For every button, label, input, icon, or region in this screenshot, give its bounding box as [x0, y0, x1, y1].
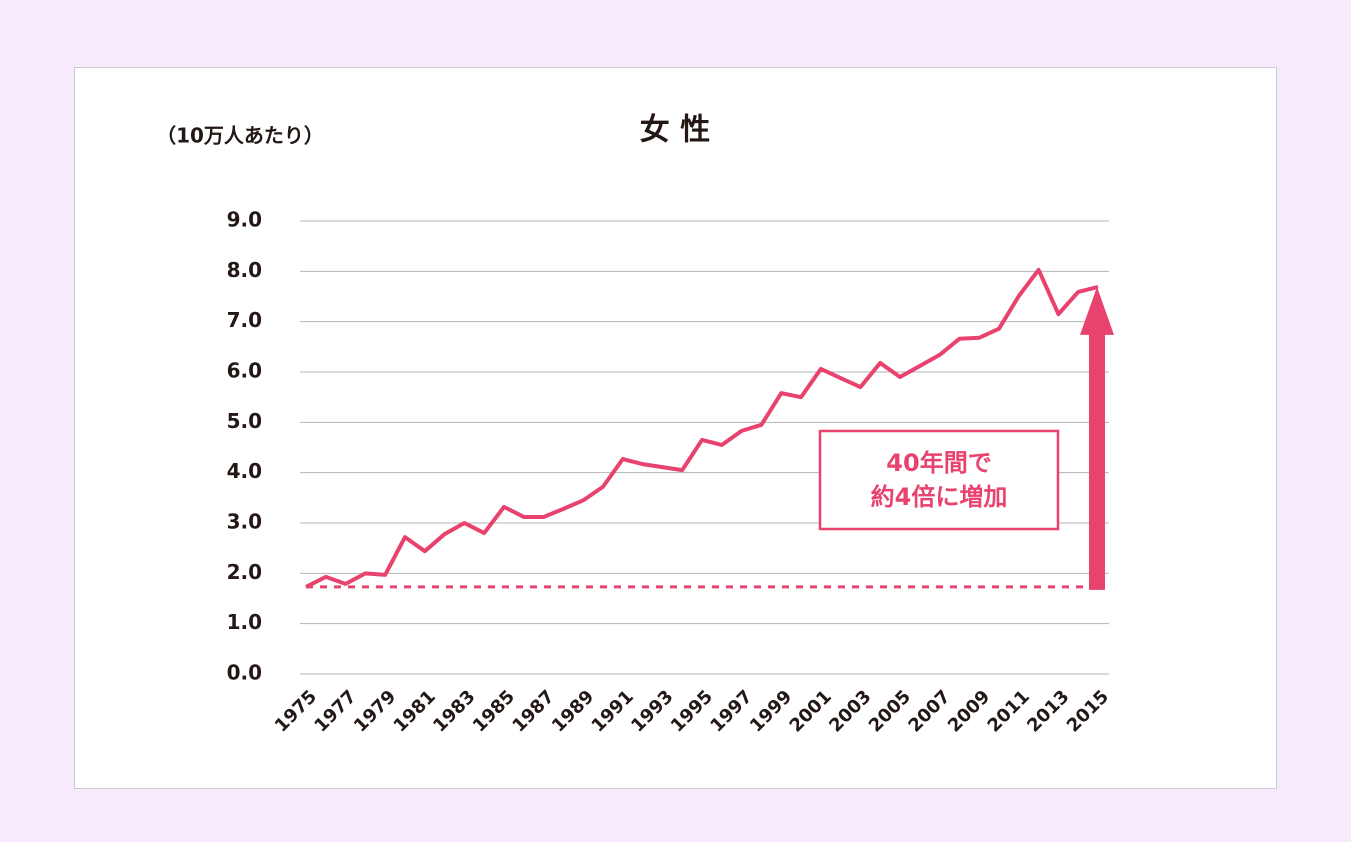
y-tick-label: 4.0	[227, 459, 262, 483]
y-tick-label: 8.0	[227, 258, 262, 282]
annotation-text: 40年間で	[886, 449, 991, 477]
chart-panel	[74, 67, 1277, 789]
y-tick-label: 1.0	[227, 610, 262, 634]
y-tick-label: 6.0	[227, 359, 262, 383]
chart-title: 女 性	[640, 113, 710, 148]
annotation-text: 約4倍に増加	[871, 483, 1008, 511]
increase-arrow	[1080, 286, 1114, 590]
y-tick-label: 5.0	[227, 409, 262, 433]
y-tick-label: 0.0	[227, 661, 262, 685]
y-axis-label: （10万人あたり）	[156, 124, 324, 148]
y-tick-label: 3.0	[227, 510, 262, 534]
y-tick-label: 9.0	[227, 208, 262, 232]
y-tick-label: 2.0	[227, 560, 262, 584]
data-line	[305, 267, 1099, 589]
annotation-box	[818, 429, 1060, 531]
y-tick-label: 7.0	[227, 308, 262, 332]
